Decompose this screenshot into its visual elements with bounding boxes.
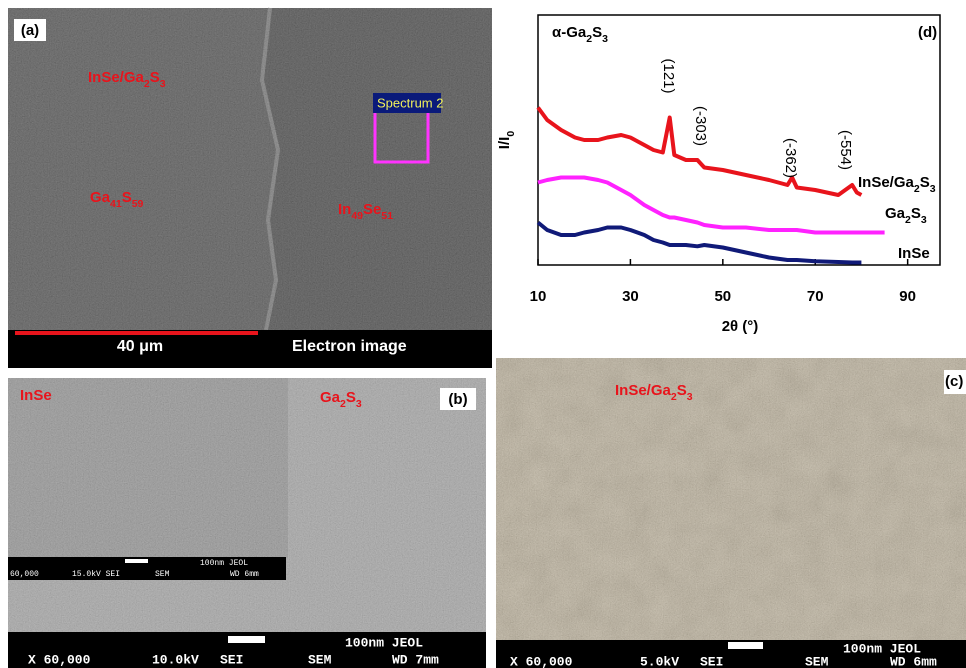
footer-text: X 60,000 xyxy=(28,652,91,667)
x-tick-label: 70 xyxy=(807,288,824,305)
scale-band xyxy=(8,330,492,368)
scale-bar xyxy=(728,642,763,649)
peak-label: (-362) xyxy=(782,138,799,178)
panel-label: (c) xyxy=(945,373,963,390)
inset-text: SEM xyxy=(155,570,170,579)
x-tick-label: 90 xyxy=(899,288,916,305)
x-tick-label: 30 xyxy=(622,288,639,305)
x-tick-label: 50 xyxy=(714,288,731,305)
sample-label: InSe xyxy=(20,387,52,404)
x-axis-label: 2θ (°) xyxy=(722,318,759,335)
texture xyxy=(8,378,486,668)
panel-a: (a) InSe/Ga2S3 Ga41S59 In49Se51 Spectrum… xyxy=(8,8,492,368)
texture xyxy=(496,358,966,668)
scale-bar xyxy=(228,636,265,643)
y-axis-label: I/I0 xyxy=(496,131,517,150)
footer-text: WD 7mm xyxy=(392,652,439,667)
panel-b: 100nm JEOL 60,000 15.0kV SEI SEM WD 6mm … xyxy=(8,378,486,668)
texture xyxy=(8,8,492,330)
footer-text: 10.0kV xyxy=(152,652,199,667)
peak-label: (-554) xyxy=(837,130,854,170)
footer-text: SEI xyxy=(700,654,723,668)
scale-bar xyxy=(125,559,148,563)
caption: Electron image xyxy=(292,338,407,355)
inset-text: 15.0kV SEI xyxy=(72,570,120,579)
footer-text: WD 6mm xyxy=(890,654,937,668)
footer-text: SEI xyxy=(220,652,243,667)
peak-label: (121) xyxy=(660,58,677,93)
panel-c: 100nm JEOL X 60,000 5.0kV SEI SEM WD 6mm… xyxy=(496,358,966,668)
footer-text: SEM xyxy=(805,654,829,668)
footer-text: SEM xyxy=(308,652,332,667)
footer-text: 5.0kV xyxy=(640,654,679,668)
scale-label: 40 μm xyxy=(117,338,163,355)
scale-bar xyxy=(15,331,258,335)
figure: (a) InSe/Ga2S3 Ga41S59 In49Se51 Spectrum… xyxy=(0,0,966,668)
spectrum-label: Spectrum 2 xyxy=(377,95,443,110)
series-label: InSe xyxy=(898,245,930,262)
panel-label: (b) xyxy=(448,391,467,408)
inset-text: WD 6mm xyxy=(230,570,259,579)
footer-text: 100nm JEOL xyxy=(345,635,423,650)
peak-label: (-303) xyxy=(692,106,709,146)
footer-text: X 60,000 xyxy=(510,654,573,668)
inset-text: 100nm JEOL xyxy=(200,559,248,568)
panel-label: (a) xyxy=(21,22,39,39)
inset-text: 60,000 xyxy=(10,570,39,579)
x-tick-label: 10 xyxy=(530,288,547,305)
panel-label: (d) xyxy=(918,24,937,41)
